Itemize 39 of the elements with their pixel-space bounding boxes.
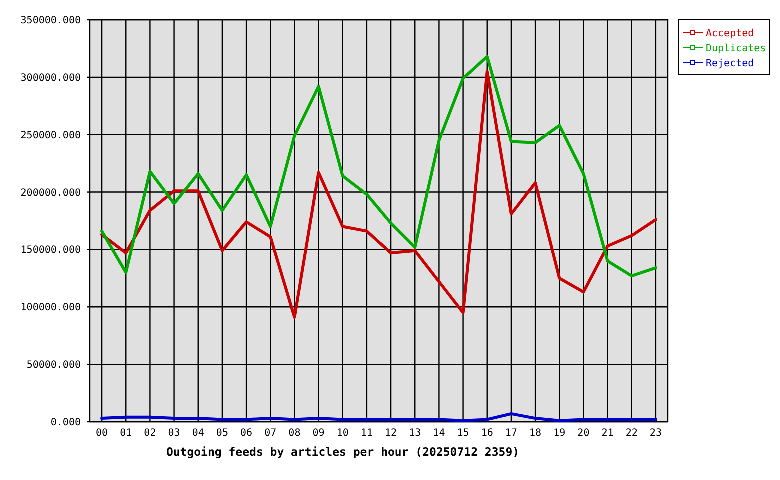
y-tick-label: 150000.000 xyxy=(20,245,81,256)
line-series xyxy=(100,412,658,422)
legend-label: Rejected xyxy=(706,58,754,70)
x-tick-label: 11 xyxy=(360,428,373,439)
y-tick-label: 300000.000 xyxy=(20,72,81,84)
x-tick-label: 10 xyxy=(336,428,349,439)
x-axis-title: Outgoing feeds by articles per hour (20250712 2359) xyxy=(166,445,520,459)
x-tick-label: 13 xyxy=(409,428,422,439)
x-tick-label: 16 xyxy=(481,428,494,439)
x-tick-label: 04 xyxy=(192,428,204,439)
x-tick-label: 22 xyxy=(626,428,638,439)
x-tick-label: 01 xyxy=(120,428,132,439)
x-tick-label: 07 xyxy=(264,428,277,439)
legend-label: Duplicates xyxy=(706,44,766,54)
y-tick-label: 0.000 xyxy=(50,418,81,428)
legend-label: Accepted xyxy=(706,28,754,40)
x-tick-label: 19 xyxy=(554,428,566,439)
x-tick-label: 17 xyxy=(505,428,518,439)
line-series xyxy=(100,55,658,278)
x-tick-label: 03 xyxy=(168,428,180,439)
x-tick-label: 09 xyxy=(312,428,325,439)
x-tick-label: 08 xyxy=(288,428,301,439)
x-tick-label: 23 xyxy=(650,428,662,439)
y-tick-label: 50000.000 xyxy=(26,360,81,372)
x-tick-label: 18 xyxy=(530,428,542,439)
y-tick-label: 250000.000 xyxy=(20,130,81,142)
x-tick-label: 21 xyxy=(602,428,614,439)
x-tick-label: 12 xyxy=(385,428,398,439)
x-tick-label: 20 xyxy=(578,428,590,439)
x-tick-label: 02 xyxy=(144,428,156,439)
x-tick-label: 06 xyxy=(240,428,253,439)
x-tick-label: 00 xyxy=(96,428,108,439)
line-series xyxy=(100,70,658,319)
y-tick-label: 100000.000 xyxy=(20,302,81,314)
x-tick-label: 14 xyxy=(433,428,446,439)
x-tick-label: 15 xyxy=(457,428,470,439)
y-tick-label: 350000.000 xyxy=(20,16,81,26)
x-tick-label: 05 xyxy=(216,428,228,439)
y-tick-label: 200000.000 xyxy=(20,188,81,199)
